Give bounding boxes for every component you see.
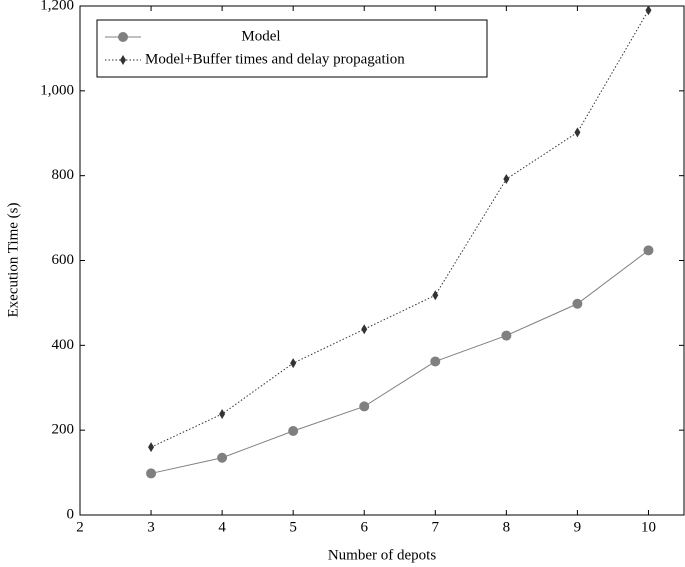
point (574, 127, 581, 138)
point (146, 468, 157, 479)
y-tick-label: 600 (52, 252, 75, 268)
x-tick-label: 5 (289, 519, 297, 535)
point (217, 452, 228, 463)
y-tick-label: 400 (52, 337, 75, 353)
point (572, 298, 583, 309)
x-tick-label: 8 (503, 519, 511, 535)
point (501, 330, 512, 341)
y-tick-label: 200 (52, 422, 75, 438)
series-line (150, 249, 649, 474)
point (359, 401, 370, 412)
point (288, 426, 299, 437)
point (503, 174, 510, 185)
x-tick-label: 10 (641, 519, 656, 535)
point (290, 358, 297, 369)
point (361, 324, 368, 335)
x-tick-label: 6 (360, 519, 368, 535)
point (643, 245, 654, 256)
plot-frame (79, 5, 685, 516)
point (148, 442, 155, 453)
x-tick-label: 3 (147, 519, 155, 535)
legend-marker (118, 32, 128, 42)
y-tick-label: 800 (52, 167, 75, 183)
legend-label: Model+Buffer times and delay propagation (145, 51, 405, 67)
x-tick-label: 7 (432, 519, 440, 535)
x-tick-label: 2 (76, 519, 84, 535)
y-tick-label: 0 (67, 506, 75, 522)
y-tick-label: 1,200 (40, 0, 74, 13)
x-tick-label: 4 (218, 519, 226, 535)
legend-label: Model (241, 28, 280, 44)
point (432, 290, 439, 301)
point (219, 409, 226, 420)
x-axis-label: Number of depots (328, 547, 436, 563)
point (430, 356, 441, 367)
legend-marker (120, 55, 126, 65)
y-tick-label: 1,000 (40, 82, 74, 98)
legend-box (96, 19, 488, 78)
series-line (150, 9, 649, 448)
point (645, 5, 652, 16)
y-axis-label: Execution Time (s) (5, 202, 21, 317)
x-tick-label: 9 (574, 519, 582, 535)
